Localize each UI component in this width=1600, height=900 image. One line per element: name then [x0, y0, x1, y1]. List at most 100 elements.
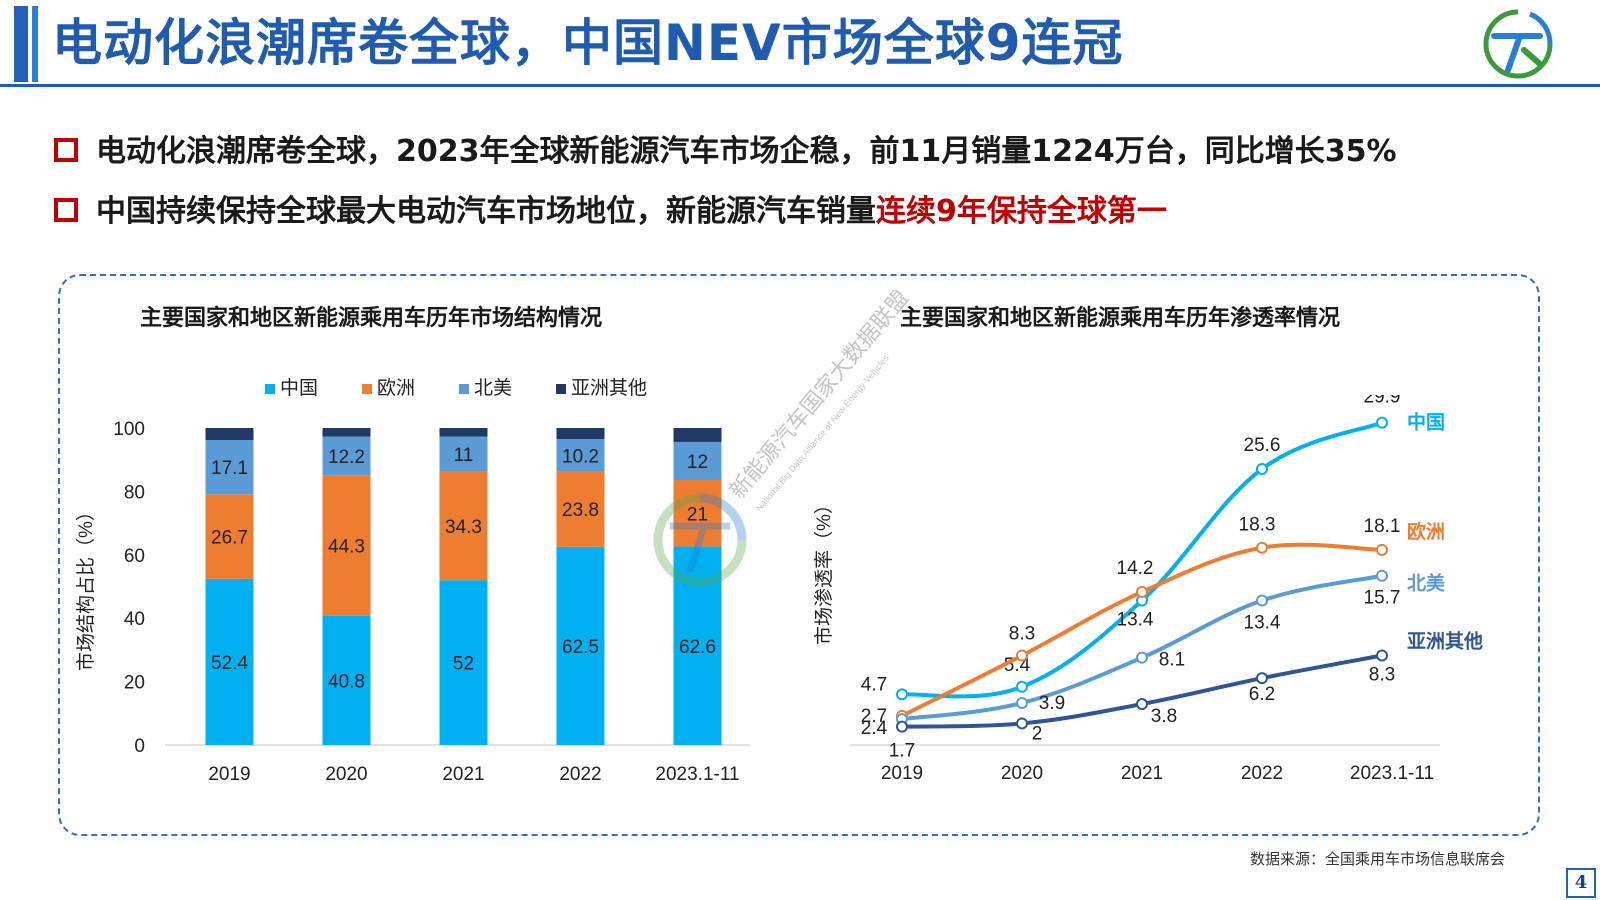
data-point: [1256, 594, 1268, 607]
y-tick-label: 80: [124, 482, 145, 503]
data-point: [1376, 649, 1388, 662]
bar-value-label: 52.4: [211, 653, 248, 674]
x-tick-label: 2022: [1241, 763, 1283, 784]
bar-segment: [673, 546, 722, 745]
bullet-global-market: 电动化浪潮席卷全球，2023年全球新能源汽车市场企稳，前11月销量1224万台，…: [54, 130, 1397, 174]
bar-segment: [205, 428, 254, 441]
series-end-label: 亚洲其他: [1407, 630, 1483, 653]
bar-segment: [205, 578, 254, 745]
bar-segment: [556, 546, 605, 745]
data-point: [1016, 680, 1028, 693]
x-tick-label: 2020: [325, 764, 367, 785]
point-value-label: 1.7: [889, 741, 915, 762]
data-point: [1256, 672, 1268, 685]
legend-swatch: [362, 384, 372, 394]
legend-label: 北美: [474, 377, 512, 399]
point-value-label: 18.1: [1364, 516, 1401, 537]
bar-segment: [322, 436, 371, 476]
bar-segment: [673, 441, 722, 480]
y-axis-label: 市场渗透率（%）: [813, 495, 835, 645]
point-value-label: 18.3: [1239, 515, 1276, 536]
data-point: [1136, 651, 1148, 664]
legend-swatch: [265, 384, 275, 394]
bullet-highlight: 连续9年保持全球第一: [876, 194, 1167, 229]
y-tick-label: 40: [124, 609, 145, 630]
stacked-bar-chart: 中国 欧洲 北美 亚洲其他 0 20 40 60 80 100 市场结构占比（%） 52.4 26.7 1…: [75, 377, 750, 785]
legend-swatch: [459, 384, 469, 394]
x-tick-label: 2021: [1121, 763, 1163, 784]
point-value-label: 29.9: [1364, 395, 1401, 408]
y-tick-label: 100: [113, 419, 145, 440]
point-value-label: 2: [1032, 723, 1043, 744]
point-value-label: 13.4: [1244, 613, 1281, 634]
series-end-label: 欧洲: [1407, 520, 1445, 543]
data-point: [1256, 541, 1268, 554]
bar-segment: [439, 428, 488, 437]
bar-value-label: 26.7: [211, 528, 248, 549]
bar-value-label: 12: [687, 452, 708, 473]
legend-label: 中国: [280, 377, 318, 399]
series-end-label: 中国: [1407, 411, 1445, 434]
bar-value-label: 21: [687, 504, 708, 525]
charts-panel: [58, 274, 1540, 836]
data-point: [896, 688, 908, 701]
bar-segment: [205, 494, 254, 579]
bar-value-label: 11: [454, 445, 474, 466]
data-point: [896, 720, 908, 733]
watermark-text: 新能源汽车国家大数据联盟: [725, 290, 914, 503]
series-end-label: 北美: [1407, 572, 1446, 595]
bar-value-label: 17.1: [211, 458, 248, 479]
x-tick-label: 2023.1-11: [655, 764, 739, 785]
line-chart: 市场渗透率（%）2019 2020 2021 2022 2023.1-114.75.41…: [813, 395, 1483, 784]
title-accent-bar-thin: [32, 6, 38, 82]
page-title: 电动化浪潮席卷全球，中国NEV市场全球9连冠: [52, 14, 1124, 72]
point-value-label: 3.9: [1039, 693, 1065, 714]
bar-value-label: 34.3: [445, 517, 482, 538]
legend-label: 欧洲: [377, 377, 415, 399]
point-value-label: 8.1: [1159, 650, 1185, 671]
data-point: [1016, 649, 1028, 662]
bar-segment: [439, 580, 488, 745]
page-number: 4: [1566, 868, 1596, 898]
bullet-text: 电动化浪潮席卷全球，2023年全球新能源汽车市场企稳，前11月销量1224万台，…: [96, 134, 1397, 169]
data-point: [1376, 543, 1388, 556]
y-tick-label: 0: [134, 736, 145, 757]
bar-segment: [556, 428, 605, 440]
bar-segment: [556, 471, 605, 547]
x-tick-label: 2019: [881, 763, 923, 784]
point-value-label: 8.3: [1369, 665, 1395, 686]
point-value-label: 15.7: [1364, 588, 1401, 609]
bar-segment: [322, 615, 371, 745]
bar-value-label: 40.8: [328, 671, 365, 692]
bar-value-label: 44.3: [328, 536, 365, 557]
bullet-square-icon: [54, 197, 78, 222]
point-value-label: 14.2: [1117, 558, 1154, 579]
data-point: [1016, 717, 1028, 730]
data-point: [1016, 696, 1028, 709]
data-source-note: 数据来源：全国乘用车市场信息联席会: [1250, 850, 1506, 868]
bar-segment: [673, 428, 722, 442]
bar-value-label: 23.8: [562, 500, 599, 521]
bar-segment: [673, 479, 722, 547]
title-accent-bar: [14, 6, 28, 82]
bar-segment: [439, 436, 488, 472]
data-point: [1376, 416, 1388, 429]
bullet-square-icon: [54, 137, 78, 162]
x-tick-label: 2023.1-11: [1350, 763, 1434, 784]
bar-value-label: 52: [453, 654, 474, 675]
point-value-label: 2.7: [861, 706, 887, 727]
bar-segment: [556, 439, 605, 472]
point-value-label: 3.8: [1151, 706, 1177, 727]
alliance-logo-icon: [1483, 9, 1553, 79]
bullet-china-leadership: 中国持续保持全球最大电动汽车市场地位，新能源汽车销量连续9年保持全球第一: [54, 190, 1167, 234]
y-axis-label: 市场结构占比（%）: [75, 502, 97, 671]
x-tick-label: 2019: [208, 764, 250, 785]
bar-segment: [322, 475, 371, 616]
data-point: [1136, 698, 1148, 711]
bullet-text: 中国持续保持全球最大电动汽车市场地位，新能源汽车销量: [96, 194, 876, 229]
point-value-label: 13.4: [1117, 610, 1154, 631]
point-value-label: 25.6: [1244, 435, 1281, 456]
watermark: 新能源汽车国家大数据联盟 National Big Data Alliance …: [653, 290, 914, 587]
data-point: [1136, 585, 1148, 598]
data-point: [1256, 463, 1268, 475]
